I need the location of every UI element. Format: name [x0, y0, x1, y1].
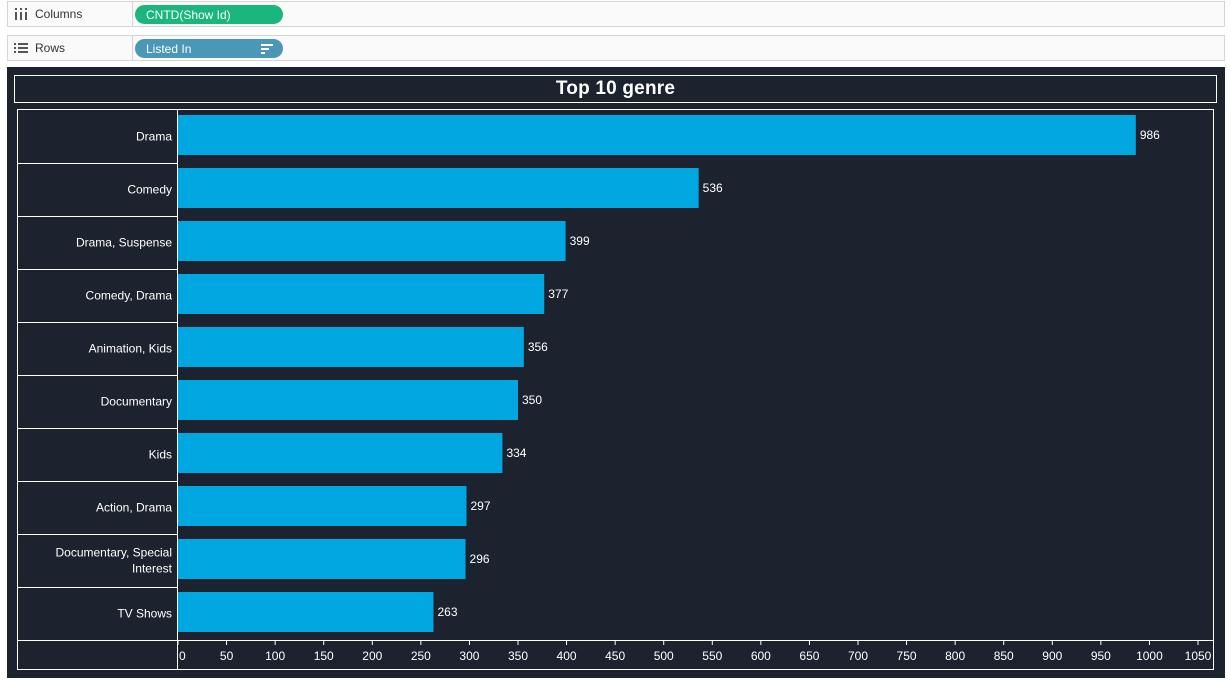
- x-tick-label: 300: [459, 649, 479, 663]
- bar-4: [178, 274, 545, 314]
- x-tick-label: 900: [1042, 649, 1062, 663]
- x-tick-label: 100: [265, 649, 285, 663]
- columns-pill-text: CNTD(Show Id): [146, 7, 231, 22]
- columns-shelf-label: Columns: [8, 2, 133, 26]
- x-tick-label: 350: [508, 649, 528, 663]
- value-label: 297: [471, 499, 491, 513]
- columns-icon: [15, 8, 27, 20]
- chart-title: Top 10 genre: [14, 75, 1217, 103]
- category-label-line: Comedy, Drama: [86, 289, 173, 303]
- sort-descending-icon[interactable]: [261, 44, 273, 54]
- x-tick-label: 750: [897, 649, 917, 663]
- bar-9: [178, 539, 466, 579]
- rows-icon: [14, 43, 28, 53]
- category-label: TV Shows: [117, 607, 172, 621]
- category-label-line: Interest: [132, 562, 173, 576]
- category-label: Drama, Suspense: [76, 236, 172, 250]
- value-label: 377: [548, 287, 568, 301]
- value-label: 986: [1140, 128, 1160, 142]
- columns-label-text: Columns: [35, 7, 83, 21]
- category-label: Documentary, Special Interest: [56, 546, 173, 576]
- chart-title-text: Top 10 genre: [555, 78, 676, 99]
- category-label-line: Drama: [136, 130, 172, 144]
- category-label: Drama: [136, 130, 172, 144]
- value-label: 263: [437, 605, 457, 619]
- x-tick-label: 150: [314, 649, 334, 663]
- value-label: 356: [528, 340, 548, 354]
- x-tick-label: 50: [220, 649, 234, 663]
- x-tick-label: 500: [654, 649, 674, 663]
- x-tick-label: 200: [362, 649, 382, 663]
- x-tick-label: 0: [179, 649, 186, 663]
- x-tick-label: 1000: [1136, 649, 1163, 663]
- columns-pill[interactable]: CNTD(Show Id): [135, 5, 283, 24]
- value-label: 296: [470, 552, 490, 566]
- category-label-line: TV Shows: [117, 607, 172, 621]
- category-label-line: Action, Drama: [96, 501, 172, 515]
- value-label: 350: [522, 393, 542, 407]
- value-label: 334: [506, 446, 526, 460]
- category-label-line: Kids: [149, 448, 172, 462]
- x-tick-label: 250: [411, 649, 431, 663]
- rows-shelf-label: Rows: [8, 36, 133, 60]
- x-tick-label: 700: [848, 649, 868, 663]
- x-tick-label: 650: [799, 649, 819, 663]
- category-label: Comedy, Drama: [86, 289, 173, 303]
- x-tick-label: 800: [945, 649, 965, 663]
- category-label-line: Documentary: [101, 395, 172, 409]
- value-label: 536: [703, 181, 723, 195]
- category-label-line: Drama, Suspense: [76, 236, 172, 250]
- category-label-line: Animation, Kids: [89, 342, 172, 356]
- rows-pill-text: Listed In: [146, 41, 192, 56]
- x-tick-label: 1050: [1185, 649, 1212, 663]
- category-label: Documentary: [101, 395, 172, 409]
- columns-shelf[interactable]: Columns CNTD(Show Id): [7, 1, 1225, 27]
- rows-shelf[interactable]: Rows Listed In: [7, 35, 1225, 61]
- category-label: Animation, Kids: [89, 342, 172, 356]
- bar-1: [178, 115, 1136, 155]
- category-label-line: Comedy: [127, 183, 172, 197]
- category-label: Action, Drama: [96, 501, 172, 515]
- category-label: Kids: [149, 448, 172, 462]
- bar-8: [178, 486, 467, 526]
- x-tick-label: 550: [702, 649, 722, 663]
- rows-pill[interactable]: Listed In: [135, 39, 283, 58]
- bar-6: [178, 380, 518, 420]
- category-label: Comedy: [127, 183, 172, 197]
- x-tick-label: 400: [557, 649, 577, 663]
- x-tick-label: 450: [605, 649, 625, 663]
- bar-chart: Drama 986 Comedy 536 Drama, Suspense 399 Comed…: [18, 110, 1213, 669]
- x-tick-label: 850: [994, 649, 1014, 663]
- bar-2: [178, 168, 699, 208]
- rows-label-text: Rows: [35, 41, 66, 55]
- x-tick-label: 950: [1091, 649, 1111, 663]
- visualization-area: Top 10 genre Drama 986 Comedy 536 Drama, Sus…: [7, 67, 1225, 678]
- category-label-line: Documentary, Special: [56, 546, 173, 560]
- value-label: 399: [570, 234, 590, 248]
- bar-3: [178, 221, 566, 261]
- bar-10: [178, 592, 434, 632]
- x-tick-label: 600: [751, 649, 771, 663]
- chart-frame: Drama 986 Comedy 536 Drama, Suspense 399 Comed…: [17, 109, 1214, 670]
- bar-5: [178, 327, 524, 367]
- bar-7: [178, 433, 503, 473]
